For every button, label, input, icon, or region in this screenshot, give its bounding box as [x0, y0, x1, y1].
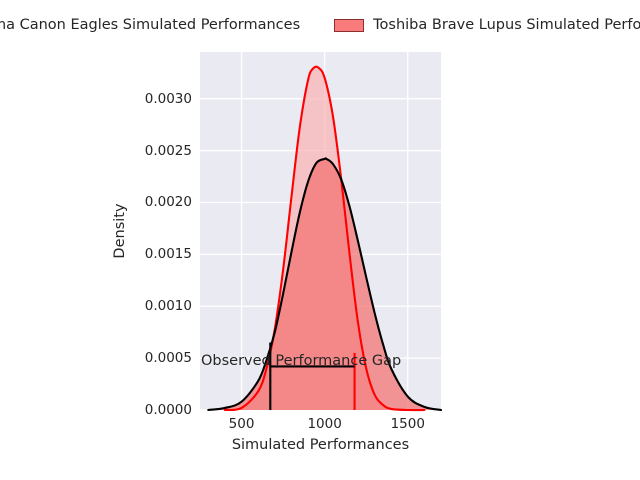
legend-swatch-icon-red: [334, 18, 365, 32]
x-tick-label: 500: [228, 416, 255, 432]
density-curve: [207, 157, 443, 412]
y-tick-label: 0.0005: [144, 350, 192, 367]
chart-legend: Yokohama Canon Eagles Simulated Performa…: [0, 10, 640, 40]
density-fill: [208, 158, 441, 410]
y-axis-tick-labels: 0.0000 0.0005 0.0010 0.0015 0.0020 0.0025 0.00…: [96, 52, 192, 418]
x-axis-tick-labels: 500 1000 1500: [200, 416, 441, 436]
legend-label-yokohama: Yokohama Canon Eagles Simulated Performa…: [0, 17, 301, 33]
y-tick-label: 0.0000: [144, 402, 192, 418]
y-axis-title: Density: [112, 203, 128, 259]
observed-performance-gap-label: Observed Performance Gap: [201, 353, 402, 369]
x-tick-label: 1500: [390, 416, 425, 432]
legend-entry-yokohama: Yokohama Canon Eagles Simulated Performa…: [0, 17, 334, 33]
y-tick-label: 0.0025: [144, 142, 192, 159]
observed-value-lines: [269, 342, 356, 410]
x-tick-label: 1000: [307, 416, 342, 432]
x-axis-title: Simulated Performances: [231, 437, 410, 453]
density-plot-svg: [200, 52, 443, 412]
legend-label-toshiba: Toshiba Brave Lupus Simulated Performanc…: [373, 17, 640, 33]
y-tick-label: 0.0010: [144, 298, 192, 315]
y-tick-label: 0.0030: [144, 90, 192, 107]
plot-area: [200, 52, 443, 412]
y-tick-label: 0.0015: [144, 246, 192, 263]
legend-entry-toshiba: Toshiba Brave Lupus Simulated Performanc…: [334, 17, 640, 33]
y-tick-label: 0.0020: [144, 194, 192, 211]
